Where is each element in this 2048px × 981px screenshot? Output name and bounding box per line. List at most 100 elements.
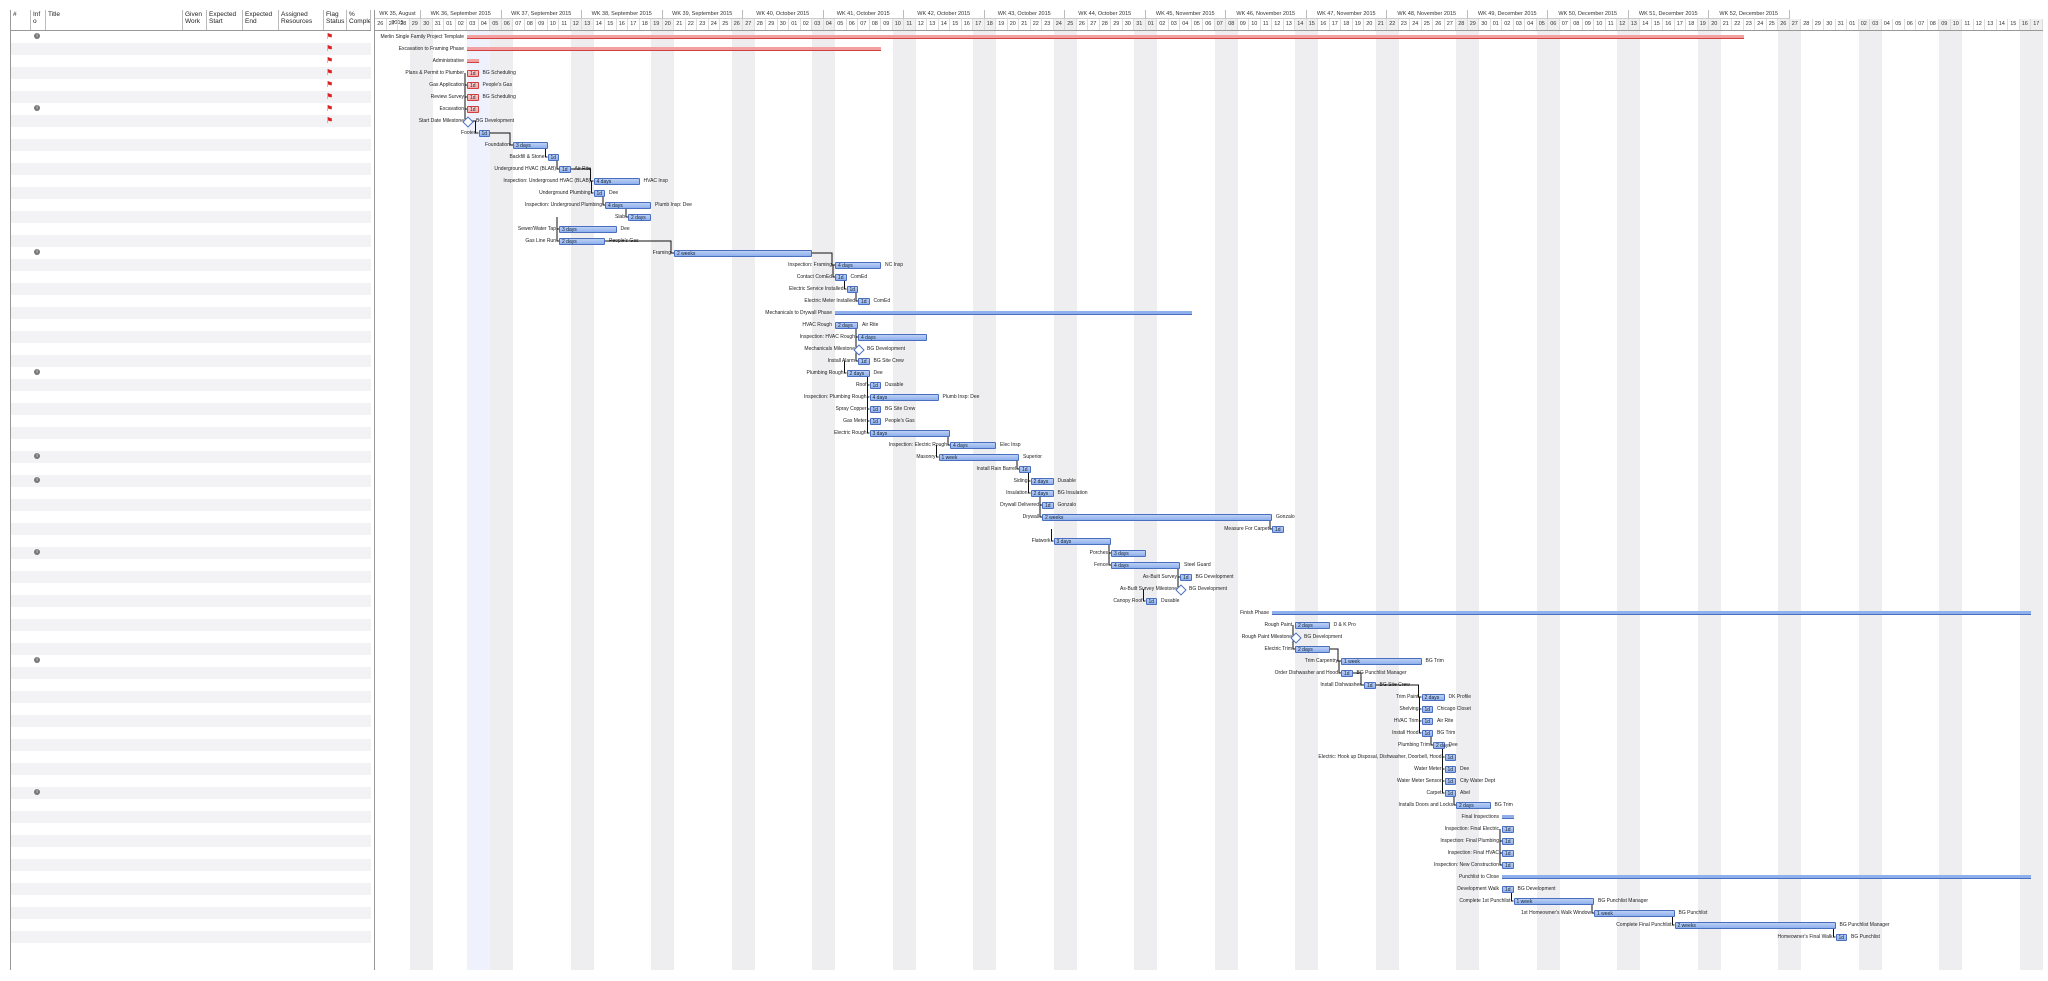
- expected-start[interactable]: [207, 763, 243, 775]
- assigned-resources[interactable]: [279, 307, 324, 319]
- assigned-resources[interactable]: [279, 55, 324, 67]
- task-title[interactable]: [47, 667, 183, 679]
- expected-end[interactable]: [243, 763, 279, 775]
- table-row[interactable]: i: [11, 367, 371, 379]
- expected-start[interactable]: [207, 403, 243, 415]
- percent-complete[interactable]: [347, 187, 371, 199]
- task-bar[interactable]: 4 days: [858, 333, 927, 341]
- given-work[interactable]: [183, 379, 207, 391]
- table-row[interactable]: [11, 295, 371, 307]
- info-cell[interactable]: [32, 403, 46, 415]
- task-title[interactable]: [47, 511, 183, 523]
- flag-status[interactable]: [324, 931, 344, 943]
- task-title[interactable]: [47, 535, 183, 547]
- info-cell[interactable]: i: [32, 247, 46, 259]
- expected-end[interactable]: [243, 643, 279, 655]
- info-cell[interactable]: i: [32, 367, 46, 379]
- flag-status[interactable]: [324, 727, 344, 739]
- given-work[interactable]: [183, 307, 207, 319]
- task-title[interactable]: [47, 55, 183, 67]
- expected-end[interactable]: [243, 451, 279, 463]
- assigned-resources[interactable]: [279, 391, 324, 403]
- expected-start[interactable]: [207, 679, 243, 691]
- assigned-resources[interactable]: [279, 235, 324, 247]
- flag-status[interactable]: [324, 811, 344, 823]
- expected-start[interactable]: [207, 355, 243, 367]
- percent-complete[interactable]: [347, 163, 371, 175]
- task-bar[interactable]: 1d: [1444, 777, 1456, 785]
- info-cell[interactable]: [32, 343, 46, 355]
- assigned-resources[interactable]: [279, 931, 324, 943]
- assigned-resources[interactable]: [279, 871, 324, 883]
- percent-complete[interactable]: [347, 223, 371, 235]
- assigned-resources[interactable]: [279, 247, 324, 259]
- assigned-resources[interactable]: [279, 823, 324, 835]
- given-work[interactable]: [183, 751, 207, 763]
- info-cell[interactable]: [32, 919, 46, 931]
- expected-start[interactable]: [207, 43, 243, 55]
- row-number[interactable]: [11, 199, 31, 211]
- table-row[interactable]: [11, 415, 371, 427]
- table-row[interactable]: [11, 259, 371, 271]
- row-number[interactable]: [11, 931, 31, 943]
- task-title[interactable]: [47, 475, 183, 487]
- percent-complete[interactable]: [347, 823, 371, 835]
- task-title[interactable]: [47, 559, 183, 571]
- flag-status[interactable]: [324, 271, 344, 283]
- flag-icon[interactable]: ⚑: [326, 56, 334, 65]
- expected-end[interactable]: [243, 811, 279, 823]
- task-title[interactable]: [47, 295, 183, 307]
- expected-start[interactable]: [207, 463, 243, 475]
- assigned-resources[interactable]: [279, 67, 324, 79]
- expected-end[interactable]: [243, 907, 279, 919]
- flag-status[interactable]: [324, 547, 344, 559]
- task-bar[interactable]: 4 days: [835, 261, 881, 269]
- flag-status[interactable]: [324, 799, 344, 811]
- table-row[interactable]: i: [11, 247, 371, 259]
- task-bar[interactable]: 4 days: [1111, 561, 1180, 569]
- row-number[interactable]: [11, 67, 31, 79]
- table-row[interactable]: [11, 859, 371, 871]
- assigned-resources[interactable]: [279, 151, 324, 163]
- given-work[interactable]: [183, 235, 207, 247]
- expected-start[interactable]: [207, 727, 243, 739]
- row-number[interactable]: [11, 223, 31, 235]
- expected-end[interactable]: [243, 739, 279, 751]
- assigned-resources[interactable]: [279, 91, 324, 103]
- info-cell[interactable]: [32, 679, 46, 691]
- info-cell[interactable]: [32, 127, 46, 139]
- row-number[interactable]: [11, 691, 31, 703]
- row-number[interactable]: [11, 559, 31, 571]
- table-row[interactable]: [11, 523, 371, 535]
- table-row[interactable]: [11, 331, 371, 343]
- task-title[interactable]: [47, 571, 183, 583]
- table-row[interactable]: [11, 811, 371, 823]
- flag-status[interactable]: [324, 595, 344, 607]
- info-cell[interactable]: i: [32, 103, 46, 115]
- percent-complete[interactable]: [347, 691, 371, 703]
- row-number[interactable]: [11, 763, 31, 775]
- percent-complete[interactable]: [347, 439, 371, 451]
- expected-start[interactable]: [207, 715, 243, 727]
- table-row[interactable]: [11, 739, 371, 751]
- task-title[interactable]: [47, 139, 183, 151]
- given-work[interactable]: [183, 595, 207, 607]
- expected-end[interactable]: [243, 775, 279, 787]
- info-icon[interactable]: i: [34, 33, 40, 40]
- task-bar[interactable]: 1d: [1341, 669, 1353, 677]
- flag-status[interactable]: [324, 883, 344, 895]
- percent-complete[interactable]: [347, 379, 371, 391]
- assigned-resources[interactable]: [279, 643, 324, 655]
- given-work[interactable]: [183, 559, 207, 571]
- col-header-expected-start[interactable]: Expected Start: [207, 10, 243, 30]
- row-number[interactable]: [11, 31, 31, 43]
- task-bar[interactable]: 1d: [1019, 465, 1031, 473]
- flag-icon[interactable]: ⚑: [326, 32, 334, 41]
- task-title[interactable]: [47, 127, 183, 139]
- expected-start[interactable]: [207, 667, 243, 679]
- given-work[interactable]: [183, 691, 207, 703]
- given-work[interactable]: [183, 259, 207, 271]
- task-title[interactable]: [47, 715, 183, 727]
- table-row[interactable]: [11, 895, 371, 907]
- task-title[interactable]: [47, 595, 183, 607]
